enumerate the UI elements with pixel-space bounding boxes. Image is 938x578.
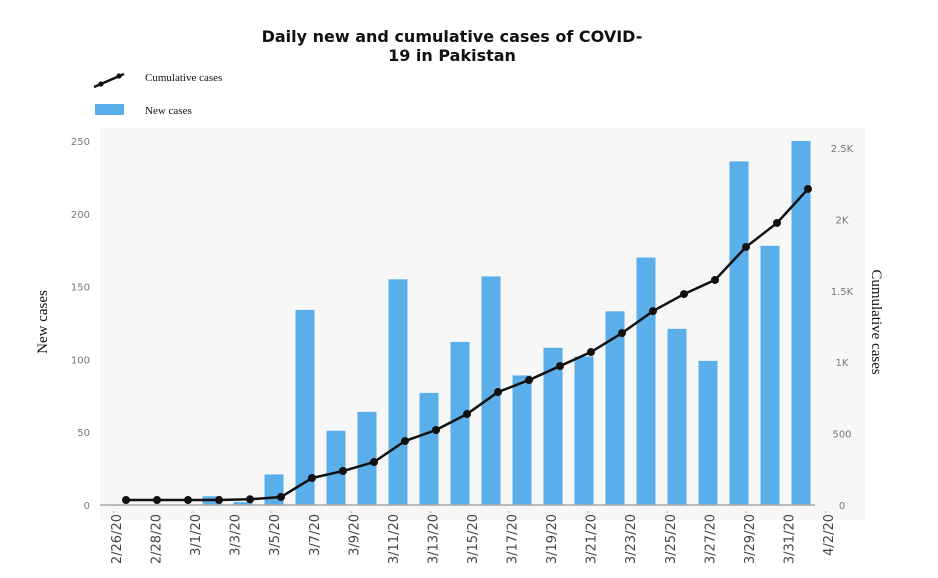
x-tick-label: 3/25/20 — [664, 514, 679, 564]
x-tick-label: 3/17/20 — [506, 514, 521, 564]
cumulative-point — [587, 348, 595, 357]
bar-new-cases — [698, 360, 718, 505]
bar-new-cases — [605, 311, 625, 505]
bar-new-cases — [295, 309, 315, 505]
x-tick-label: 4/2/20 — [822, 514, 837, 556]
cumulative-point — [370, 458, 378, 467]
bar-new-cases — [667, 328, 687, 505]
cumulative-point — [649, 307, 657, 316]
cumulative-point — [525, 376, 533, 385]
y-axis-left: 0 50 100 150 200 250 — [71, 137, 90, 512]
y-right-tick-label: 2.5K — [831, 144, 854, 155]
x-tick-label: 3/31/20 — [782, 514, 797, 564]
bar-new-cases — [512, 375, 532, 505]
bar-series — [202, 141, 811, 505]
legend-label-new: New cases — [145, 105, 192, 117]
chart-title-line-1: Daily new and cumulative cases of COVID- — [262, 27, 643, 46]
x-tick-label: 3/9/20 — [347, 514, 362, 556]
cumulative-point — [773, 218, 781, 227]
x-tick-label: 3/5/20 — [268, 514, 283, 556]
cumulative-point — [153, 496, 161, 505]
cumulative-point — [215, 496, 223, 505]
cumulative-point — [122, 496, 130, 505]
bar-new-cases — [760, 245, 780, 505]
cumulative-point — [742, 242, 750, 251]
x-tick-label: 3/13/20 — [426, 514, 441, 564]
bar-new-cases — [326, 430, 346, 505]
x-axis: 2/26/20 2/28/20 3/1/20 3/3/20 3/5/20 3/7/20 3/… — [110, 511, 837, 564]
y-left-tick-label: 100 — [71, 355, 90, 366]
bar-new-cases — [481, 276, 501, 505]
y-axis-right: 0 500 1K 1.5K 2K 2.5K — [831, 144, 854, 512]
x-tick-label: 2/28/20 — [150, 514, 165, 564]
y-left-tick-label: 150 — [71, 283, 90, 294]
cumulative-point — [680, 290, 688, 299]
y-right-tick-label: 2K — [836, 215, 849, 226]
cumulative-point — [277, 493, 285, 502]
bar-new-cases — [419, 392, 439, 505]
x-tick-label: 2/26/20 — [110, 514, 125, 564]
y-right-tick-label: 0 — [839, 501, 845, 512]
cumulative-point — [432, 426, 440, 435]
y-axis-left-title: New cases — [35, 290, 51, 354]
y-left-tick-label: 50 — [77, 428, 90, 439]
bar-new-cases — [357, 411, 377, 505]
bar-new-cases — [388, 279, 408, 505]
cumulative-point — [711, 275, 719, 284]
bar-new-cases — [791, 141, 811, 505]
x-tick-label: 3/15/20 — [466, 514, 481, 564]
legend: Cumulative cases New cases — [93, 72, 222, 117]
cumulative-point — [804, 184, 812, 193]
x-tick-label: 3/1/20 — [189, 514, 204, 556]
legend-bar-icon — [95, 104, 124, 115]
cumulative-point — [246, 495, 254, 504]
y-right-tick-label: 1K — [836, 358, 849, 369]
cumulative-point — [494, 388, 502, 397]
x-tick-label: 3/23/20 — [624, 514, 639, 564]
cumulative-point — [463, 410, 471, 419]
x-tick-label: 3/7/20 — [308, 514, 323, 556]
y-left-tick-label: 200 — [71, 210, 90, 221]
bar-new-cases — [636, 257, 656, 505]
bar-new-cases — [543, 347, 563, 505]
legend-line-icon — [93, 72, 125, 89]
x-tick-label: 3/29/20 — [743, 514, 758, 564]
cumulative-point — [618, 329, 626, 338]
bar-new-cases — [574, 356, 594, 505]
legend-label-cumulative: Cumulative cases — [145, 72, 222, 84]
y-axis-right-title: Cumulative cases — [868, 269, 884, 375]
cumulative-line-series — [122, 184, 812, 505]
y-left-tick-label: 250 — [71, 137, 90, 148]
cumulative-point — [184, 496, 192, 505]
x-tick-label: 3/11/20 — [387, 514, 402, 564]
bar-new-cases — [233, 502, 253, 505]
cumulative-point — [308, 474, 316, 483]
y-right-tick-label: 1.5K — [831, 287, 854, 298]
chart-title-line-2: 19 in Pakistan — [388, 46, 516, 65]
x-tick-label: 3/19/20 — [545, 514, 560, 564]
cumulative-point — [339, 467, 347, 476]
bar-new-cases — [450, 341, 470, 505]
x-tick-label: 3/27/20 — [703, 514, 718, 564]
cumulative-point — [401, 437, 409, 446]
cumulative-point — [556, 362, 564, 371]
x-tick-label: 3/3/20 — [229, 514, 244, 556]
y-right-tick-label: 500 — [832, 430, 851, 441]
x-tick-label: 3/21/20 — [585, 514, 600, 564]
y-left-tick-label: 0 — [84, 501, 90, 512]
bar-new-cases — [729, 161, 749, 505]
